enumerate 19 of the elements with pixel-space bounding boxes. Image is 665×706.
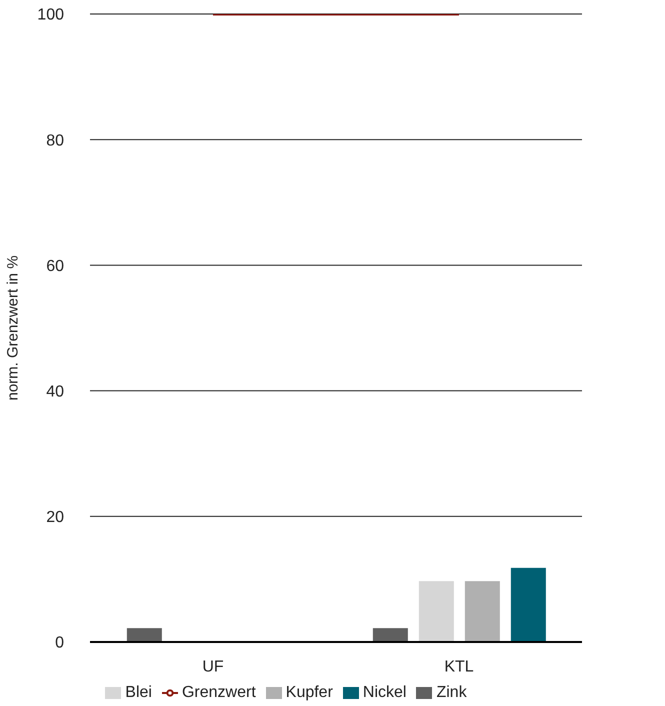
x-tick-label: KTL: [444, 658, 474, 676]
y-tick-label: 100: [37, 6, 64, 24]
y-axis-title: norm. Grenzwert in %: [4, 255, 22, 401]
legend-label: Kupfer: [286, 684, 333, 701]
bar: [418, 581, 454, 642]
y-tick-label: 0: [55, 634, 64, 652]
y-tick-label: 80: [46, 132, 64, 150]
bar: [510, 568, 546, 642]
legend-label: Grenzwert: [182, 684, 256, 701]
y-tick-label: 60: [46, 258, 64, 275]
bar: [126, 628, 162, 642]
y-tick-label: 40: [46, 383, 64, 400]
legend-label: Blei: [125, 684, 152, 701]
legend-label: Nickel: [362, 684, 406, 701]
x-tick-label: UF: [202, 658, 224, 676]
bar: [372, 628, 408, 642]
bar: [464, 581, 500, 642]
legend-label: Zink: [436, 684, 467, 701]
y-tick-label: 20: [46, 509, 64, 526]
